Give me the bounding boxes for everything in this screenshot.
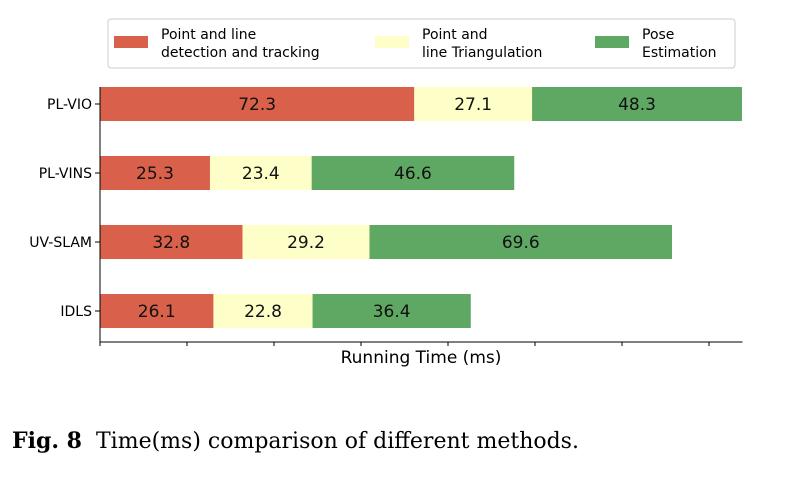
data-label-pl-vio-series-2: 27.1: [454, 95, 492, 115]
data-label-pl-vio-series-3: 48.3: [618, 95, 656, 115]
bar-uv-slam-series-3: [369, 225, 673, 259]
bar-pl-vio-series-1: [100, 87, 415, 121]
data-label-uv-slam-series-2: 29.2: [287, 233, 325, 253]
bar-idls-series-2: [213, 294, 313, 328]
data-label-pl-vins-series-3: 46.6: [394, 164, 432, 184]
legend-label-3: Pose Estimation: [642, 27, 717, 61]
legend-label-1: Point and line detection and tracking: [161, 27, 320, 61]
data-label-pl-vins-series-2: 23.4: [242, 164, 280, 184]
legend-label-2: Point and line Triangulation: [422, 27, 542, 61]
data-label-idls-series-3: 36.4: [373, 302, 411, 322]
y-tick-label-uv-slam: UV-SLAM: [29, 235, 92, 251]
legend-swatch-3: [595, 36, 629, 48]
data-label-uv-slam-series-3: 69.6: [502, 233, 540, 253]
bar-pl-vins-series-2: [209, 156, 312, 190]
bar-pl-vio-series-3: [532, 87, 742, 121]
legend-swatch-1: [114, 36, 148, 48]
legend-swatch-2: [375, 36, 409, 48]
stacked-bar-chart: Point and line detection and tracking Poin…: [29, 18, 743, 368]
bar-pl-vins-series-1: [100, 156, 210, 190]
bar-pl-vio-series-2: [414, 87, 533, 121]
y-tick-label-pl-vio: PL-VIO: [47, 97, 92, 113]
plot-area: 72.3 27.1 48.3 25.3 23.4 46.6 32.8 29.2 69.6 26.1…: [100, 87, 742, 328]
y-tick-label-pl-vins: PL-VINS: [39, 166, 92, 182]
data-label-pl-vins-series-1: 25.3: [136, 164, 174, 184]
figure-caption-text: Time(ms) comparison of different methods…: [96, 429, 579, 454]
chart-legend: Point and line detection and tracking Poin…: [107, 18, 736, 69]
data-label-idls-series-2: 22.8: [244, 302, 282, 322]
bar-idls-series-1: [100, 294, 214, 328]
axes: PL-VIO PL-VINS UV-SLAM IDLS Running Time (ms…: [29, 87, 743, 368]
figure-label: Fig. 8: [12, 428, 82, 454]
data-label-uv-slam-series-1: 32.8: [152, 233, 190, 253]
data-label-idls-series-1: 26.1: [138, 302, 176, 322]
y-tick-label-idls: IDLS: [60, 304, 92, 320]
bar-pl-vins-series-3: [311, 156, 515, 190]
legend-frame: [107, 18, 736, 69]
bar-idls-series-3: [312, 294, 471, 328]
x-axis-label: Running Time (ms): [341, 348, 502, 368]
data-label-pl-vio-series-1: 72.3: [238, 95, 276, 115]
figure-caption: Fig. 8 Time(ms) comparison of different m…: [12, 428, 579, 454]
bar-uv-slam-series-2: [242, 225, 370, 259]
bar-uv-slam-series-1: [100, 225, 243, 259]
